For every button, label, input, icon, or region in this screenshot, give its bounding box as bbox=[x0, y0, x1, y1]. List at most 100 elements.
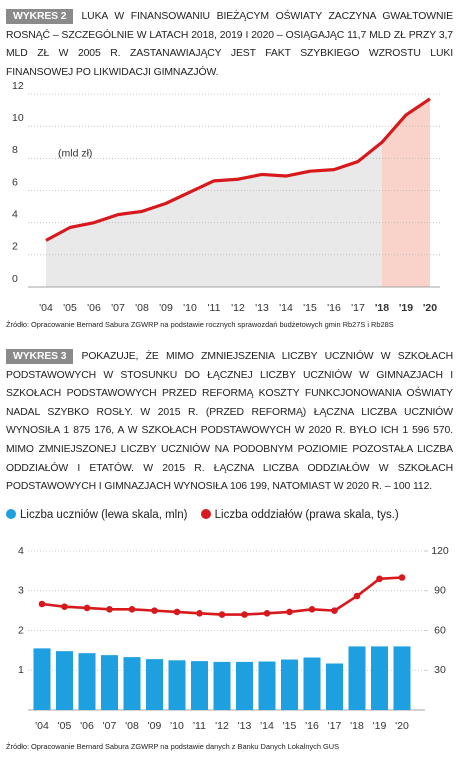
x-tick-label: '16 bbox=[327, 302, 341, 314]
y-tick-label: 4 bbox=[18, 545, 24, 557]
point bbox=[353, 592, 361, 600]
chart-label: WYKRES 2 bbox=[6, 9, 74, 24]
chart-title: POKAZUJE, ŻE MIMO ZMNIEJSZENIA LICZBY UC… bbox=[6, 351, 453, 493]
area bbox=[46, 98, 430, 287]
x-tick-label: '08 bbox=[125, 720, 139, 732]
x-tick-label: '19 bbox=[373, 720, 387, 732]
point bbox=[241, 611, 248, 618]
line bbox=[45, 97, 431, 242]
bar bbox=[348, 646, 366, 710]
point bbox=[128, 606, 136, 613]
point bbox=[83, 604, 91, 612]
chart: 1 2 3 4 30 60 90 120 '04 '05 '06 '07 '08 '09 '10 '11 '12… bbox=[18, 545, 449, 732]
point bbox=[398, 574, 406, 581]
x-tick-label: '16 bbox=[305, 720, 319, 732]
x-tick-label: '10 bbox=[170, 720, 184, 732]
legend-label: Liczba uczniów (lewa skala, mln) bbox=[20, 509, 188, 521]
y-tick-label: 3 bbox=[18, 585, 24, 597]
x-tick-label: '15 bbox=[303, 302, 317, 314]
source: Źródło: Opracowanie Bernard Sabura ZGWRP… bbox=[6, 742, 340, 751]
point bbox=[173, 608, 181, 616]
x-tick-label: '10 bbox=[183, 302, 197, 314]
legend: Liczba uczniów (lewa skala, mln) Liczba … bbox=[6, 509, 409, 521]
bar bbox=[33, 648, 51, 710]
bar bbox=[213, 661, 231, 710]
legend-label: Liczba oddziałów (prawa skala, tys.) bbox=[214, 509, 399, 521]
y-tick-label: 2 bbox=[12, 241, 18, 253]
chart-text: WYKRES 2 LUKA W FINANSOWANIU BIEŻĄCYM OŚW… bbox=[6, 8, 453, 82]
y-tick-label: 12 bbox=[12, 82, 24, 92]
x-tick-label: '09 bbox=[148, 720, 162, 732]
bar bbox=[146, 659, 163, 710]
line bbox=[41, 576, 403, 616]
x-tick-label: '20 bbox=[423, 302, 437, 314]
x-tick-label: '20 bbox=[395, 720, 409, 732]
y-tick-label: 10 bbox=[12, 112, 24, 124]
point bbox=[61, 603, 68, 610]
x-tick-label: '11 bbox=[208, 302, 221, 314]
x-tick-label: '09 bbox=[159, 302, 173, 314]
chart-title: LUKA W FINANSOWANIU BIEŻĄCYM OŚWIATY ZAC… bbox=[6, 11, 453, 78]
point bbox=[106, 606, 113, 613]
x-tick-label: '06 bbox=[80, 720, 94, 732]
y-tick-label: 6 bbox=[12, 176, 18, 188]
x-tick-label: '12 bbox=[231, 302, 245, 314]
x-tick-label: '18 bbox=[375, 302, 389, 314]
x-tick-label: '04 bbox=[39, 302, 53, 314]
point bbox=[151, 607, 158, 614]
x-tick-label: '17 bbox=[351, 302, 365, 314]
y2-tick-label: 120 bbox=[431, 545, 449, 557]
y-tick-label: 4 bbox=[12, 208, 18, 220]
legend-item: Liczba uczniów (lewa skala, mln) bbox=[6, 509, 187, 521]
point bbox=[376, 575, 383, 583]
x-tick-label: '13 bbox=[255, 302, 269, 314]
x-tick-label: '06 bbox=[87, 302, 101, 314]
point bbox=[308, 606, 316, 613]
y2-tick-label: 30 bbox=[434, 664, 446, 676]
y-tick-label: 1 bbox=[18, 664, 24, 676]
x-tick-label: '11 bbox=[193, 720, 206, 732]
x-tick-label: '13 bbox=[238, 720, 252, 732]
chart-text: WYKRES 3 POKAZUJE, ŻE MIMO ZMNIEJSZENIA L… bbox=[6, 348, 453, 497]
bar bbox=[168, 660, 186, 710]
bar bbox=[191, 661, 208, 710]
bar bbox=[393, 646, 411, 710]
legend-item: Liczba oddziałów (prawa skala, tys.) bbox=[200, 509, 399, 521]
bar bbox=[326, 663, 343, 710]
bar bbox=[258, 661, 276, 710]
x-tick-label: '19 bbox=[399, 302, 413, 314]
x-tick-label: '14 bbox=[260, 720, 274, 732]
bar bbox=[236, 661, 253, 710]
point bbox=[286, 608, 293, 616]
x-tick-label: '04 bbox=[35, 720, 49, 732]
chart-label: WYKRES 3 bbox=[6, 349, 74, 364]
y-tick-label: 8 bbox=[12, 144, 18, 156]
point bbox=[331, 607, 338, 614]
chart: 0 2 4 6 8 10 12 (mld zł) '04 '05 '06 '07 '08 '09 '10 '1… bbox=[12, 82, 440, 314]
x-tick-label: '05 bbox=[63, 302, 77, 314]
x-tick-label: '07 bbox=[111, 302, 125, 314]
x-tick-label: '08 bbox=[135, 302, 149, 314]
bar bbox=[78, 653, 96, 710]
point bbox=[196, 609, 203, 617]
y-axis-label: (mld zł) bbox=[58, 147, 92, 159]
y2-tick-label: 60 bbox=[434, 624, 446, 636]
y-tick-label: 2 bbox=[18, 624, 24, 636]
bar bbox=[303, 657, 321, 710]
x-tick-label: '15 bbox=[283, 720, 297, 732]
highlight-area bbox=[382, 98, 430, 287]
x-tick-label: '17 bbox=[328, 720, 342, 732]
bar bbox=[123, 657, 141, 710]
x-tick-label: '14 bbox=[279, 302, 293, 314]
x-tick-label: '05 bbox=[58, 720, 72, 732]
bar bbox=[56, 651, 73, 710]
x-tick-label: '12 bbox=[215, 720, 229, 732]
x-tick-label: '18 bbox=[350, 720, 364, 732]
legend-swatch bbox=[200, 509, 211, 519]
x-tick-label: '07 bbox=[103, 720, 117, 732]
point bbox=[263, 609, 271, 617]
legend-swatch bbox=[6, 509, 16, 519]
y-tick-label: 0 bbox=[12, 273, 18, 285]
point bbox=[38, 600, 46, 608]
